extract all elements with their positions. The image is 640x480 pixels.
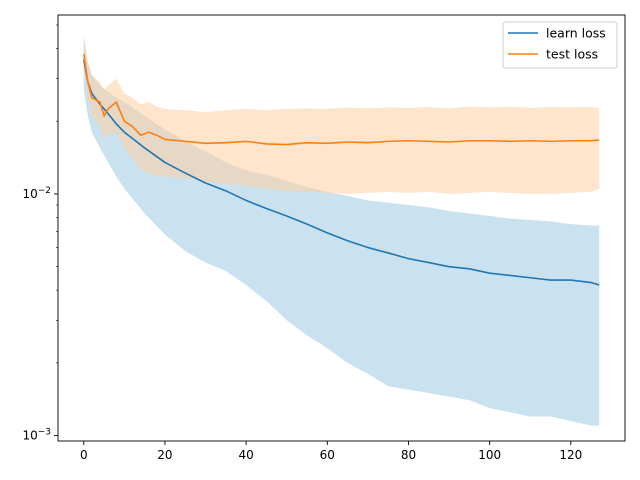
- band-test-loss: [83, 43, 600, 194]
- y-axis: 10−3 10−2: [22, 24, 58, 443]
- x-tick-label-100: 100: [478, 448, 501, 462]
- y-tick-label-10e−3: 10−3: [22, 428, 51, 443]
- x-tick-label-80: 80: [401, 448, 416, 462]
- legend: learn loss test loss: [502, 21, 618, 69]
- legend-label-learn-loss: learn loss: [546, 26, 606, 41]
- line-test-loss: [82, 53, 600, 146]
- x-axis: 0 20 40 60 80 100 120: [80, 441, 582, 462]
- band-learn-loss: [83, 36, 600, 426]
- x-tick-label-120: 120: [559, 448, 582, 462]
- plot-frame: [57, 14, 626, 442]
- x-tick-label-40: 40: [238, 448, 253, 462]
- legend-label-test-loss: test loss: [546, 47, 598, 62]
- x-tick-label-20: 20: [157, 448, 172, 462]
- x-tick-label-60: 60: [320, 448, 335, 462]
- line-learn-loss: [82, 59, 600, 286]
- x-tick-label-0: 0: [80, 448, 88, 462]
- y-tick-label-10e−2: 10−2: [22, 186, 51, 201]
- series-lines: [82, 53, 600, 286]
- confidence-bands: [83, 36, 600, 426]
